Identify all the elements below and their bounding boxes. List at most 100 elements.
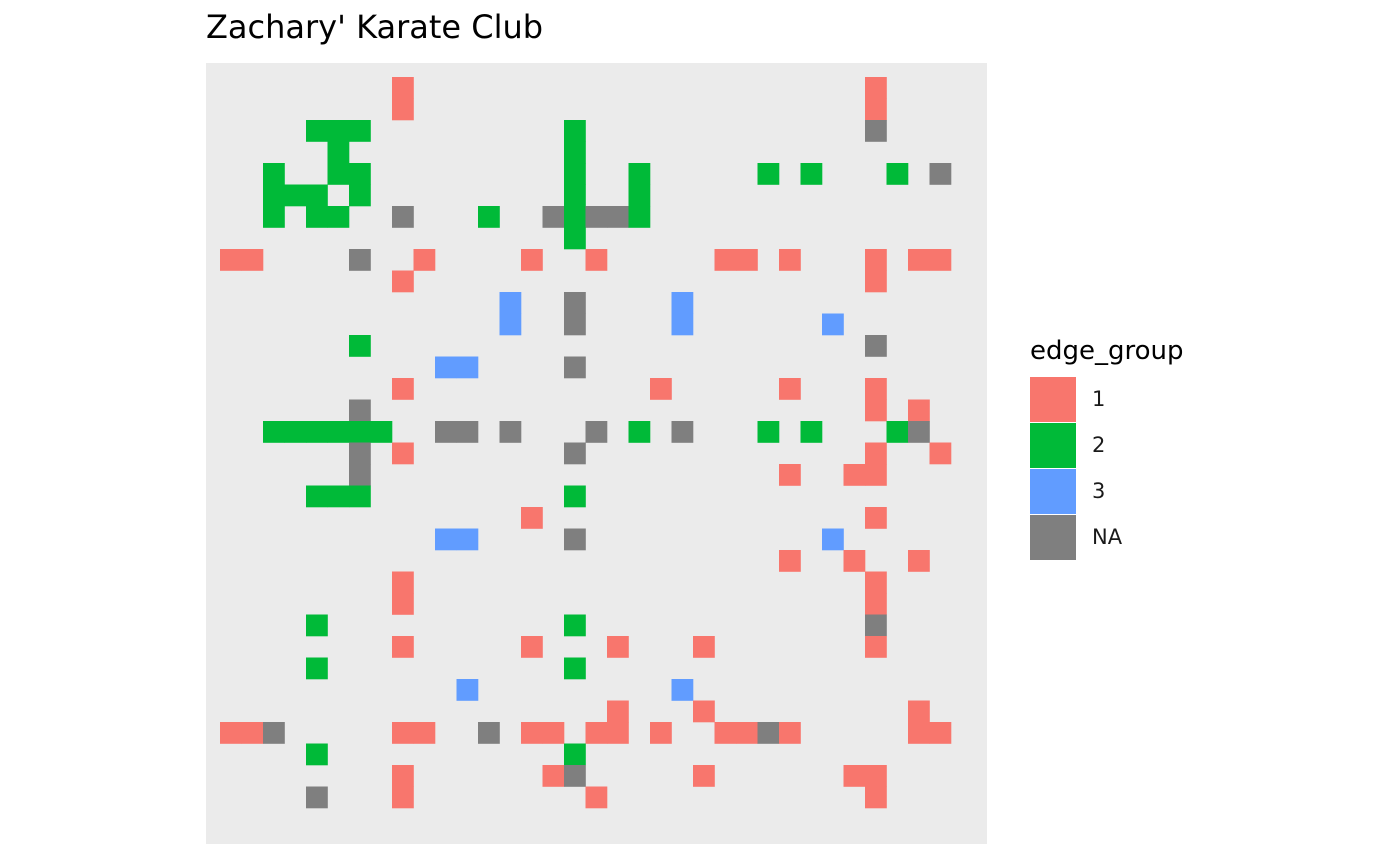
matrix-cell-r3-c6 [327,120,350,142]
matrix-cell-r24-c9 [392,571,414,594]
matrix-cell-r17-c14 [499,421,522,443]
matrix-cell-r20-c5 [306,485,328,508]
matrix-cell-r33-c16 [542,765,565,787]
matrix-cell-r27-c23 [693,636,715,658]
matrix-cell-r18-c9 [392,442,414,465]
matrix-cell-r22-c12 [456,528,479,551]
matrix-cell-r5-c28 [800,163,823,185]
legend-item-3: 3 [1030,468,1184,514]
matrix-cell-r16-c33 [908,399,930,422]
matrix-cell-r9-c24 [714,249,737,271]
matrix-cell-r6-c7 [349,184,371,207]
matrix-cell-r25-c9 [392,593,414,615]
matrix-cell-r9-c27 [779,249,801,271]
matrix-cell-r17-c18 [585,421,608,443]
matrix-cell-r9-c10 [413,249,436,271]
matrix-cell-r16-c7 [349,399,371,422]
matrix-cell-r22-c11 [435,528,457,551]
matrix-cell-r31-c27 [779,722,801,744]
matrix-cell-r23-c30 [843,550,866,572]
matrix-cell-r19-c31 [865,464,887,486]
matrix-cell-r6-c20 [628,184,651,207]
legend-item-1: 1 [1030,376,1184,422]
matrix-cell-r5-c32 [886,163,909,185]
matrix-cell-r5-c7 [349,163,371,185]
matrix-cell-r20-c17 [564,485,586,508]
matrix-cell-r9-c7 [349,249,371,271]
matrix-cell-r6-c17 [564,184,586,207]
matrix-cell-r27-c9 [392,636,414,658]
matrix-cell-r5-c6 [327,163,350,185]
matrix-cell-r17-c5 [306,421,328,443]
matrix-cell-r17-c28 [800,421,823,443]
matrix-cell-r17-c26 [757,421,780,443]
matrix-cell-r17-c22 [671,421,694,443]
matrix-cell-r23-c27 [779,550,801,572]
matrix-cell-r31-c9 [392,722,414,744]
matrix-cell-r5-c3 [263,163,285,185]
matrix-cell-r31-c1 [220,722,242,744]
matrix-cell-r9-c33 [908,249,930,271]
matrix-cell-r5-c20 [628,163,651,185]
matrix-cell-r5-c26 [757,163,780,185]
matrix-cell-r26-c31 [865,614,887,637]
matrix-cell-r17-c6 [327,421,350,443]
legend-item-2: 2 [1030,422,1184,468]
matrix-cell-r20-c7 [349,485,371,508]
matrix-cell-r31-c25 [736,722,758,744]
matrix-cell-r19-c30 [843,464,866,486]
matrix-cell-r14-c17 [564,356,586,379]
plot-panel-background [206,63,987,844]
matrix-cell-r30-c19 [607,700,629,723]
matrix-cell-r4-c17 [564,141,586,164]
matrix-cell-r7-c9 [392,206,414,228]
matrix-cells [220,77,952,809]
matrix-cell-r27-c19 [607,636,629,658]
matrix-cell-r34-c5 [306,786,328,809]
matrix-cell-r34-c18 [585,786,608,809]
matrix-cell-r6-c4 [284,184,307,207]
matrix-cell-r29-c22 [671,679,694,701]
matrix-cell-r10-c31 [865,270,887,293]
matrix-cell-r20-c6 [327,485,350,508]
matrix-cell-r9-c18 [585,249,608,271]
matrix-cell-r17-c20 [628,421,651,443]
matrix-cell-r17-c32 [886,421,909,443]
matrix-cell-r31-c26 [757,722,780,744]
matrix-cell-r17-c7 [349,421,371,443]
matrix-cell-r31-c24 [714,722,737,744]
legend: edge_group 1 2 3 NA [1030,336,1184,560]
matrix-cell-r33-c9 [392,765,414,787]
matrix-cell-r17-c33 [908,421,930,443]
matrix-cell-r13-c7 [349,335,371,357]
matrix-cell-r21-c31 [865,507,887,529]
matrix-cell-r7-c6 [327,206,350,228]
matrix-cell-r23-c33 [908,550,930,572]
matrix-cell-r3-c31 [865,120,887,142]
matrix-cell-r10-c9 [392,270,414,293]
matrix-cell-r5-c17 [564,163,586,185]
matrix-cell-r33-c17 [564,765,586,787]
matrix-cell-r25-c31 [865,593,887,615]
matrix-cell-r27-c31 [865,636,887,658]
matrix-cell-r19-c7 [349,464,371,486]
matrix-cell-r18-c31 [865,442,887,465]
matrix-cell-r34-c9 [392,786,414,809]
matrix-cell-r22-c17 [564,528,586,551]
matrix-cell-r3-c5 [306,120,328,142]
legend-key-1 [1030,376,1076,422]
matrix-cell-r7-c16 [542,206,565,228]
matrix-cell-r11-c22 [671,292,694,314]
matrix-cell-r34-c31 [865,786,887,809]
matrix-cell-r9-c31 [865,249,887,271]
matrix-cell-r6-c5 [306,184,328,207]
matrix-cell-r31-c2 [241,722,264,744]
matrix-cell-r12-c29 [822,313,844,336]
matrix-cell-r7-c17 [564,206,586,228]
matrix-cell-r31-c33 [908,722,930,744]
matrix-cell-r12-c14 [499,313,522,336]
matrix-cell-r15-c27 [779,378,801,400]
matrix-cell-r19-c27 [779,464,801,486]
matrix-cell-r17-c8 [370,421,393,443]
